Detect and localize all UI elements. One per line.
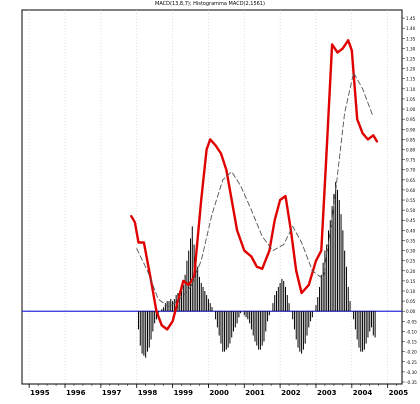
y-tick-label: 1.00	[406, 107, 416, 112]
y-tick-label: 0.10	[406, 289, 416, 294]
x-tick-label: 1997	[102, 389, 122, 397]
y-tick-label: 1.30	[406, 46, 416, 51]
y-tick-label: -0.10	[406, 329, 417, 334]
y-tick-label: 0.30	[406, 249, 416, 254]
y-tick-label: 0.95	[406, 117, 416, 122]
y-tick-label: -0.15	[406, 340, 417, 345]
y-tick-label: -0.30	[406, 370, 417, 375]
chart-title: MACD(13,8,7); Histogramma MACD(2,1561)	[155, 1, 265, 7]
y-tick-label: 0.70	[406, 168, 416, 173]
y-tick-label: 0.60	[406, 188, 416, 193]
y-tick-label: 0.75	[406, 158, 416, 163]
y-tick-label: 0.90	[406, 127, 416, 132]
y-tick-label: 0.80	[406, 147, 416, 152]
y-tick-label: -0.25	[406, 360, 417, 365]
y-tick-label: 1.25	[406, 57, 416, 62]
x-tick-label: 2001	[245, 389, 265, 397]
x-tick-label: 1995	[30, 389, 50, 397]
y-tick-label: 0.65	[406, 178, 416, 183]
plot-frame	[21, 9, 403, 385]
x-tick-label: 2002	[281, 389, 301, 397]
y-tick-label: 1.45	[406, 16, 416, 21]
x-tick-label: 1999	[174, 389, 194, 397]
y-tick-label: 0.25	[406, 259, 416, 264]
y-tick-label: -0.20	[406, 350, 417, 355]
y-tick-label: 0.45	[406, 218, 416, 223]
y-tick-label: -0.05	[406, 319, 417, 324]
y-tick-label: 1.10	[406, 87, 416, 92]
x-tick-label: 1998	[138, 389, 158, 397]
y-tick-label: 0.05	[406, 299, 416, 304]
y-tick-label: 0.55	[406, 198, 416, 203]
x-tick-label: 2000	[209, 389, 229, 397]
y-tick-label: 1.40	[406, 26, 416, 31]
y-tick-label: 0.15	[406, 279, 416, 284]
y-tick-label: 0.00	[406, 309, 416, 314]
y-tick-label: 1.05	[406, 97, 416, 102]
y-tick-label: 0.20	[406, 269, 416, 274]
y-tick-label: 1.15	[406, 77, 416, 82]
y-tick-label: 0.85	[406, 137, 416, 142]
y-tick-label: 1.20	[406, 67, 416, 72]
x-tick-label: 2004	[353, 389, 373, 397]
x-tick-label: 2005	[389, 389, 409, 397]
y-tick-label: 0.35	[406, 238, 416, 243]
y-tick-label: -0.35	[406, 380, 417, 385]
x-tick-label: 2003	[317, 389, 337, 397]
x-tick-label: 1996	[66, 389, 86, 397]
y-tick-label: 0.50	[406, 208, 416, 213]
y-tick-label: 1.35	[406, 36, 416, 41]
y-tick-label: 0.40	[406, 228, 416, 233]
signal-line	[136, 72, 374, 308]
macd-line	[130, 39, 379, 331]
